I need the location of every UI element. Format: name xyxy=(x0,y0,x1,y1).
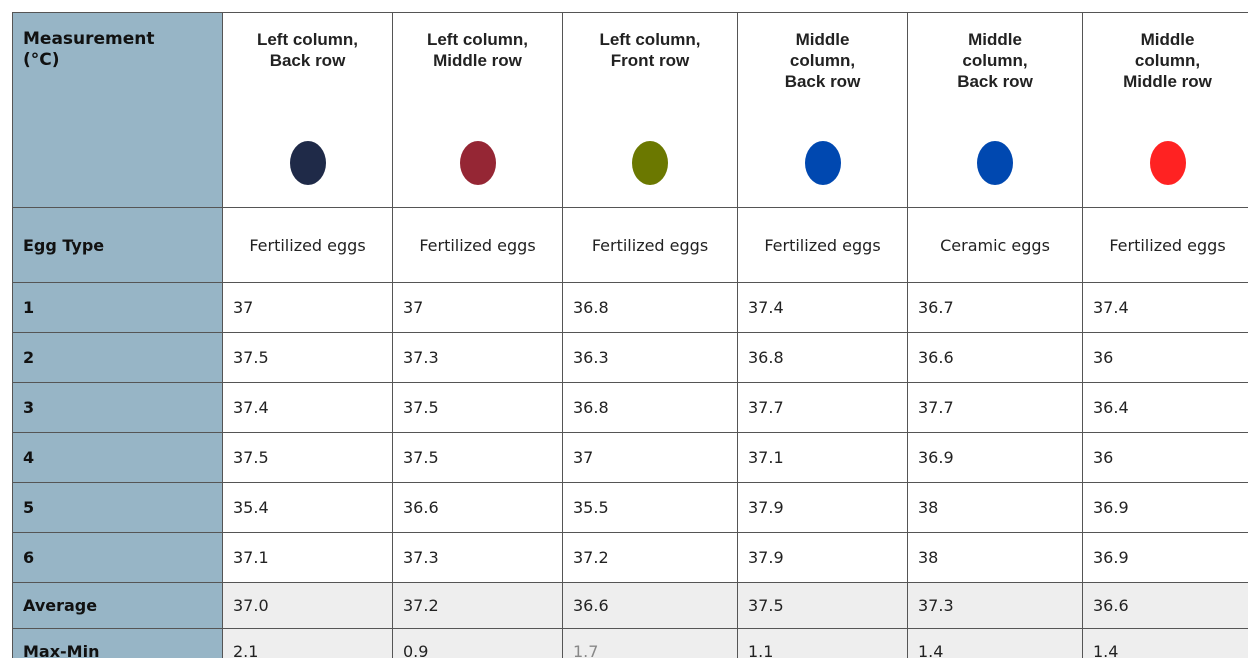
table-cell: 35.4 xyxy=(222,482,393,533)
table-row: Egg Type Fertilized eggs Fertilized eggs Fe… xyxy=(12,207,1248,283)
table-cell: 37.5 xyxy=(222,432,393,483)
row-label: Egg Type xyxy=(12,207,223,283)
table-cell: 37.1 xyxy=(222,532,393,583)
column-header: Left column, Front row xyxy=(562,12,738,208)
table-cell: Fertilized eggs xyxy=(222,207,393,283)
table-cell: 1.7 xyxy=(562,628,738,658)
table-row: 5 35.4 36.6 35.5 37.9 38 36.9 xyxy=(12,482,1248,533)
table-cell: 37.9 xyxy=(737,482,908,533)
table-cell: 1.4 xyxy=(1082,628,1248,658)
corner-cell: Measurement (°C) xyxy=(12,12,223,208)
table-cell: 2.1 xyxy=(222,628,393,658)
table-cell: 37.1 xyxy=(737,432,908,483)
table-cell: 36.8 xyxy=(562,382,738,433)
table-cell: 37 xyxy=(562,432,738,483)
table-cell: 36.8 xyxy=(562,282,738,333)
table-cell: 37.2 xyxy=(392,582,563,629)
table-cell: 36.6 xyxy=(392,482,563,533)
table-row: Average 37.0 37.2 36.6 37.5 37.3 36.6 xyxy=(12,582,1248,629)
color-dot xyxy=(977,141,1013,185)
table-row: 2 37.5 37.3 36.3 36.8 36.6 36 xyxy=(12,332,1248,383)
table-cell: 36.8 xyxy=(737,332,908,383)
row-label: Max-Min xyxy=(12,628,223,658)
table-cell: 36.4 xyxy=(1082,382,1248,433)
table-cell: 37.9 xyxy=(737,532,908,583)
table-cell: 37.2 xyxy=(562,532,738,583)
table-cell: 35.5 xyxy=(562,482,738,533)
row-label: Average xyxy=(12,582,223,629)
table-cell: 37.5 xyxy=(392,382,563,433)
table-cell: 36.7 xyxy=(907,282,1083,333)
table-cell: 36.6 xyxy=(562,582,738,629)
row-label: 2 xyxy=(12,332,223,383)
table-cell: 36.9 xyxy=(1082,532,1248,583)
table-cell: Fertilized eggs xyxy=(562,207,738,283)
table-cell: Ceramic eggs xyxy=(907,207,1083,283)
table-row: 3 37.4 37.5 36.8 37.7 37.7 36.4 xyxy=(12,382,1248,433)
table-cell: 36 xyxy=(1082,332,1248,383)
table-cell: 37.7 xyxy=(907,382,1083,433)
header-row: Measurement (°C) Left column, Back row Lef… xyxy=(12,12,1248,208)
color-dot xyxy=(632,141,668,185)
table-cell: 38 xyxy=(907,532,1083,583)
color-dot xyxy=(289,141,326,185)
row-label: 3 xyxy=(12,382,223,433)
table-cell: 37.4 xyxy=(222,382,393,433)
column-header: Middle column, Back row xyxy=(907,12,1083,208)
table-cell: 36.6 xyxy=(907,332,1083,383)
table-cell: 37.3 xyxy=(392,532,563,583)
row-label: 6 xyxy=(12,532,223,583)
table-cell: 0.9 xyxy=(392,628,563,658)
column-header: Left column, Back row xyxy=(222,12,393,208)
table-cell: 36.9 xyxy=(1082,482,1248,533)
table-row: Max-Min 2.1 0.9 1.7 1.1 1.4 1.4 xyxy=(12,628,1248,658)
table-cell: 1.4 xyxy=(907,628,1083,658)
table-row: 4 37.5 37.5 37 37.1 36.9 36 xyxy=(12,432,1248,483)
table-row: 1 37 37 36.8 37.4 36.7 37.4 xyxy=(12,282,1248,333)
table-cell: 36.3 xyxy=(562,332,738,383)
color-dot xyxy=(804,141,841,185)
column-header: Middle column, Middle row xyxy=(1082,12,1248,208)
table-cell: 37.4 xyxy=(1082,282,1248,333)
row-label: 1 xyxy=(12,282,223,333)
table-cell: 37 xyxy=(392,282,563,333)
row-label: 4 xyxy=(12,432,223,483)
table-cell: 37.0 xyxy=(222,582,393,629)
table-cell: 37.4 xyxy=(737,282,908,333)
table-cell: Fertilized eggs xyxy=(737,207,908,283)
table-cell: 37 xyxy=(222,282,393,333)
row-label: 5 xyxy=(12,482,223,533)
column-header: Middle column, Back row xyxy=(737,12,908,208)
table-cell: 37.3 xyxy=(907,582,1083,629)
data-table: Measurement (°C) Left column, Back row Lef… xyxy=(12,12,1248,658)
table-cell: 37.3 xyxy=(392,332,563,383)
table-cell: 36 xyxy=(1082,432,1248,483)
table-cell: 37.5 xyxy=(392,432,563,483)
table-cell: 38 xyxy=(907,482,1083,533)
table-body: Measurement (°C) Left column, Back row Lef… xyxy=(12,12,1248,658)
table-cell: 1.1 xyxy=(737,628,908,658)
column-header: Left column, Middle row xyxy=(392,12,563,208)
table-cell: 36.6 xyxy=(1082,582,1248,629)
table-cell: Fertilized eggs xyxy=(1082,207,1248,283)
table-cell: Fertilized eggs xyxy=(392,207,563,283)
table-cell: 36.9 xyxy=(907,432,1083,483)
table-row: 6 37.1 37.3 37.2 37.9 38 36.9 xyxy=(12,532,1248,583)
table-cell: 37.5 xyxy=(737,582,908,629)
color-dot xyxy=(459,141,496,185)
table-cell: 37.7 xyxy=(737,382,908,433)
table-cell: 37.5 xyxy=(222,332,393,383)
color-dot xyxy=(1149,141,1186,185)
